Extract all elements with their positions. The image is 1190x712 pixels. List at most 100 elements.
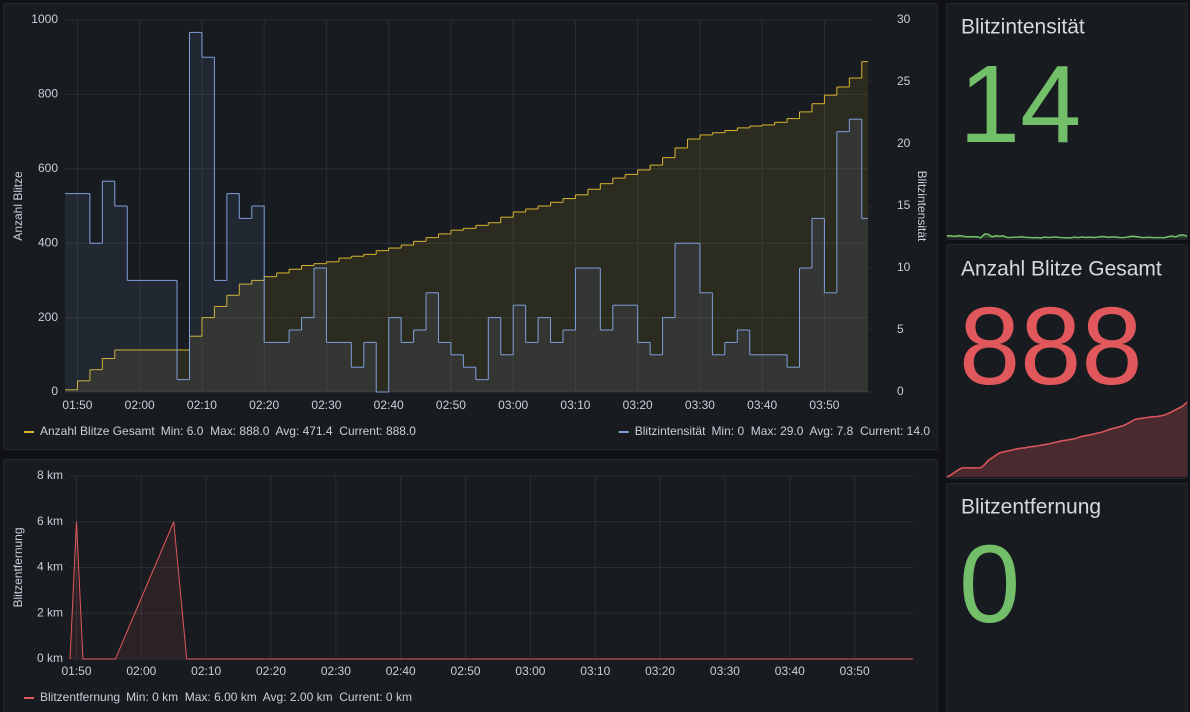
area-fill	[70, 521, 913, 659]
y-axis-label: Anzahl Blitze	[11, 171, 25, 241]
area-fill	[861, 218, 868, 392]
y-tick-label: 400	[38, 235, 58, 249]
y-tick-label: 2 km	[37, 605, 63, 619]
area-fill	[388, 317, 402, 392]
series-line	[69, 521, 913, 660]
x-tick-label: 02:00	[126, 664, 156, 678]
x-tick-label: 02:50	[436, 398, 466, 412]
area-fill	[774, 354, 788, 392]
area-fill	[475, 379, 489, 392]
legend-stats: Min: 6.0 Max: 888.0 Avg: 471.4 Current: …	[161, 424, 417, 438]
area-fill	[836, 86, 850, 393]
area-fill	[426, 237, 439, 392]
y-axis-label: Blitzentfernung	[11, 527, 25, 607]
area-fill	[525, 208, 539, 392]
area-fill	[65, 193, 78, 392]
area-fill	[164, 349, 178, 392]
area-fill	[214, 280, 227, 392]
area-fill	[662, 317, 676, 392]
area-fill	[301, 265, 314, 392]
area-fill	[251, 206, 265, 392]
x-tick-label: 02:20	[249, 398, 279, 412]
x-tick-label: 02:30	[321, 664, 351, 678]
area-fill	[575, 194, 588, 392]
stat-value: 0	[959, 523, 1020, 646]
area-fill	[276, 272, 290, 392]
legend-name: Blitzentfernung	[40, 690, 120, 704]
legend-stats: Min: 0 km Max: 6.00 km Avg: 2.00 km Curr…	[126, 690, 412, 704]
area-fill	[463, 228, 476, 392]
area-fill	[264, 342, 277, 392]
panel-stat	[946, 244, 1188, 479]
legend-stats: Min: 0 Max: 29.0 Avg: 7.8 Current: 14.0	[711, 424, 930, 438]
area-fill	[799, 268, 812, 392]
area-fill	[89, 243, 103, 392]
area-fill	[239, 284, 252, 392]
area-fill	[351, 367, 364, 392]
area-fill	[861, 61, 868, 392]
area-fill	[737, 330, 750, 392]
area-fill	[562, 330, 576, 392]
y2-tick-label: 10	[897, 260, 911, 274]
area-fill	[538, 317, 551, 392]
y2-tick-label: 15	[897, 198, 911, 212]
area-fill	[587, 189, 601, 392]
area-fill	[276, 342, 290, 392]
area-fill	[351, 256, 364, 392]
x-tick-label: 02:40	[374, 398, 404, 412]
panel-stat	[946, 483, 1188, 712]
x-tick-label: 01:50	[62, 398, 92, 412]
area-fill	[338, 342, 352, 392]
area-fill	[749, 126, 763, 393]
area-fill	[438, 342, 451, 392]
area-fill	[114, 349, 128, 392]
stat-title: Blitzintensität	[961, 16, 1085, 39]
y2-axis-label: Blitzintensität	[915, 171, 929, 242]
area-fill	[363, 254, 377, 392]
area-fill	[426, 292, 439, 392]
area-fill	[102, 181, 115, 392]
x-tick-label: 02:30	[311, 398, 341, 412]
area-fill	[500, 354, 514, 392]
panel-stat	[946, 3, 1188, 240]
area-fill	[450, 230, 464, 392]
stat-value: 14	[959, 43, 1081, 166]
area-fill	[500, 217, 514, 392]
area-fill	[575, 268, 588, 392]
area-fill	[787, 367, 800, 392]
area-fill	[712, 132, 725, 392]
area-fill	[849, 78, 862, 393]
area-fill	[338, 258, 352, 392]
y-tick-label: 600	[38, 161, 58, 175]
y2-tick-label: 5	[897, 322, 904, 336]
area-fill	[675, 147, 688, 392]
legend-entry: Anzahl Blitze Gesamt Min: 6.0 Max: 888.0 …	[40, 424, 416, 438]
x-tick-label: 03:10	[580, 664, 610, 678]
y-tick-label: 4 km	[37, 560, 63, 574]
area-fill	[699, 292, 713, 392]
area-fill	[450, 354, 464, 392]
x-tick-label: 03:40	[775, 664, 805, 678]
area-fill	[152, 280, 165, 392]
area-fill	[650, 354, 663, 392]
panel-chart	[3, 459, 938, 712]
y-tick-label: 0	[51, 384, 58, 398]
area-fill	[65, 389, 78, 392]
area-fill	[737, 127, 750, 392]
area-fill	[77, 380, 90, 392]
area-fill	[201, 317, 215, 392]
area-fill	[388, 248, 402, 392]
area-fill	[774, 122, 788, 393]
area-fill	[550, 202, 563, 392]
x-tick-label: 03:50	[840, 664, 870, 678]
sparkline	[946, 401, 1188, 478]
area-fill	[89, 369, 103, 392]
area-fill	[264, 276, 277, 392]
area-fill	[289, 269, 302, 392]
x-tick-label: 03:30	[710, 664, 740, 678]
area-fill	[363, 342, 377, 392]
y2-tick-label: 25	[897, 74, 911, 88]
area-fill	[164, 280, 178, 392]
